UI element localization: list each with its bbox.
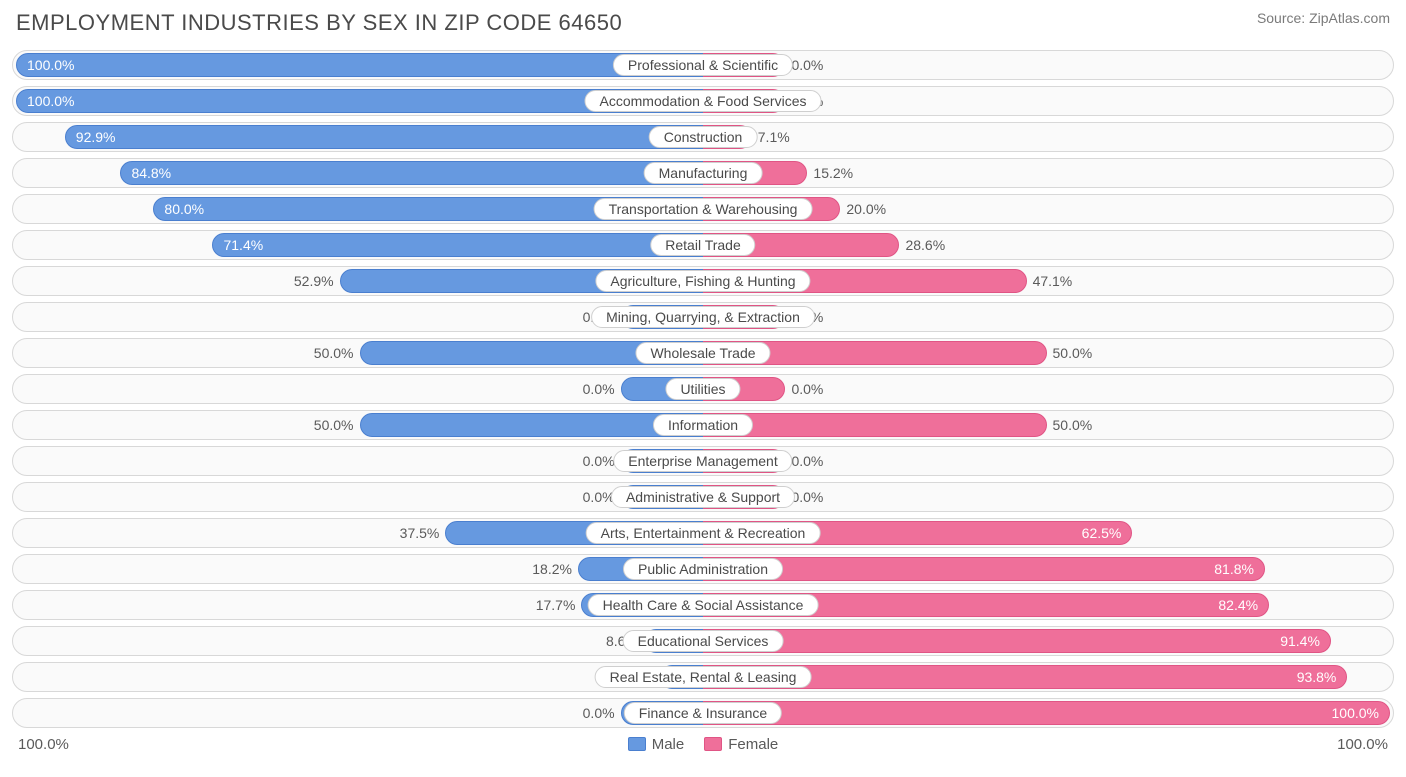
female-value: 0.0% — [791, 449, 823, 473]
chart-row: 0.0% 0.0% Utilities — [12, 374, 1394, 404]
male-bar: 100.0% — [16, 53, 703, 77]
male-value: 100.0% — [17, 54, 84, 76]
category-label: Manufacturing — [644, 162, 763, 184]
female-value: 81.8% — [1204, 558, 1264, 580]
female-value: 50.0% — [1053, 341, 1093, 365]
category-label: Public Administration — [623, 558, 783, 580]
chart-row: 0.0%0.0%Mining, Quarrying, & Extraction — [12, 302, 1394, 332]
chart-row: 0.0% 100.0% Finance & Insurance — [12, 698, 1394, 728]
female-value: 0.0% — [791, 53, 823, 77]
male-value: 0.0% — [583, 485, 615, 509]
female-value: 47.1% — [1033, 269, 1073, 293]
male-value: 80.0% — [154, 198, 214, 220]
chart-row: 6.3%93.8%Real Estate, Rental & Leasing — [12, 662, 1394, 692]
chart-row: 0.0% 0.0%Enterprise Management — [12, 446, 1394, 476]
female-value: 93.8% — [1287, 666, 1347, 688]
axis-left-label: 100.0% — [18, 736, 69, 753]
category-label: Administrative & Support — [611, 486, 795, 508]
legend-items: Male Female — [628, 736, 779, 753]
chart-row: 100.0% 0.0%Professional & Scientific — [12, 50, 1394, 80]
category-label: Utilities — [665, 378, 740, 400]
chart-header: EMPLOYMENT INDUSTRIES BY SEX IN ZIP CODE… — [12, 10, 1394, 36]
category-label: Agriculture, Fishing & Hunting — [595, 270, 810, 292]
chart-row: 50.0% 50.0% Wholesale Trade — [12, 338, 1394, 368]
female-value: 20.0% — [846, 197, 886, 221]
male-value: 50.0% — [314, 341, 354, 365]
male-value: 71.4% — [213, 234, 273, 256]
male-value: 0.0% — [583, 449, 615, 473]
legend-male-label: Male — [652, 736, 685, 753]
female-value: 62.5% — [1072, 522, 1132, 544]
male-swatch-icon — [628, 737, 646, 751]
female-value: 82.4% — [1208, 594, 1268, 616]
chart-title: EMPLOYMENT INDUSTRIES BY SEX IN ZIP CODE… — [16, 10, 622, 36]
female-bar — [703, 413, 1047, 437]
category-label: Retail Trade — [650, 234, 755, 256]
category-label: Wholesale Trade — [635, 342, 770, 364]
category-label: Professional & Scientific — [613, 54, 793, 76]
category-label: Real Estate, Rental & Leasing — [595, 666, 812, 688]
chart-row: 8.6%91.4%Educational Services — [12, 626, 1394, 656]
chart-row: 71.4% 28.6% Retail Trade — [12, 230, 1394, 260]
chart-row: 18.2% 81.8% Public Administration — [12, 554, 1394, 584]
category-label: Information — [653, 414, 753, 436]
female-swatch-icon — [704, 737, 722, 751]
legend-female: Female — [704, 736, 778, 753]
male-value: 0.0% — [583, 701, 615, 725]
category-label: Transportation & Warehousing — [594, 198, 813, 220]
male-value: 0.0% — [583, 377, 615, 401]
female-value: 0.0% — [791, 377, 823, 401]
female-value: 15.2% — [813, 161, 853, 185]
chart-row: 52.9% 47.1% Agriculture, Fishing & Hunting — [12, 266, 1394, 296]
female-value: 91.4% — [1270, 630, 1330, 652]
male-value: 17.7% — [536, 593, 576, 617]
female-bar: 81.8% — [703, 557, 1265, 581]
category-label: Mining, Quarrying, & Extraction — [591, 306, 815, 328]
male-value: 92.9% — [66, 126, 126, 148]
chart-row: 0.0% 0.0%Administrative & Support — [12, 482, 1394, 512]
male-value: 100.0% — [17, 90, 84, 112]
diverging-bar-chart: 100.0%0.0%Professional & Scientific100.0… — [12, 50, 1394, 728]
male-bar: 84.8% — [120, 161, 703, 185]
chart-row: 92.9% 7.1%Construction — [12, 122, 1394, 152]
male-value: 37.5% — [400, 521, 440, 545]
legend-female-label: Female — [728, 736, 778, 753]
female-bar: 100.0% — [703, 701, 1390, 725]
axis-right-label: 100.0% — [1337, 736, 1388, 753]
category-label: Health Care & Social Assistance — [588, 594, 819, 616]
male-value: 50.0% — [314, 413, 354, 437]
male-bar: 92.9% — [65, 125, 703, 149]
female-value: 100.0% — [1322, 702, 1389, 724]
legend-male: Male — [628, 736, 685, 753]
chart-row: 17.7% 82.4% Health Care & Social Assistanc… — [12, 590, 1394, 620]
chart-row: 50.0% 50.0% Information — [12, 410, 1394, 440]
category-label: Enterprise Management — [613, 450, 792, 472]
chart-source: Source: ZipAtlas.com — [1257, 10, 1390, 26]
chart-row: 84.8% 15.2% Manufacturing — [12, 158, 1394, 188]
category-label: Accommodation & Food Services — [585, 90, 822, 112]
category-label: Educational Services — [623, 630, 784, 652]
category-label: Construction — [649, 126, 758, 148]
chart-legend: 100.0% Male Female 100.0% — [12, 736, 1394, 753]
category-label: Finance & Insurance — [624, 702, 782, 724]
male-value: 18.2% — [532, 557, 572, 581]
female-value: 0.0% — [791, 485, 823, 509]
chart-row: 100.0%0.0%Accommodation & Food Services — [12, 86, 1394, 116]
category-label: Arts, Entertainment & Recreation — [586, 522, 821, 544]
chart-row: 80.0% 20.0% Transportation & Warehousing — [12, 194, 1394, 224]
male-bar — [360, 413, 704, 437]
female-value: 7.1% — [758, 125, 790, 149]
male-value: 84.8% — [121, 162, 181, 184]
male-bar: 71.4% — [212, 233, 703, 257]
male-value: 52.9% — [294, 269, 334, 293]
chart-row: 37.5% 62.5% Arts, Entertainment & Recreati… — [12, 518, 1394, 548]
female-value: 28.6% — [905, 233, 945, 257]
female-value: 50.0% — [1053, 413, 1093, 437]
female-bar: 91.4% — [703, 629, 1331, 653]
